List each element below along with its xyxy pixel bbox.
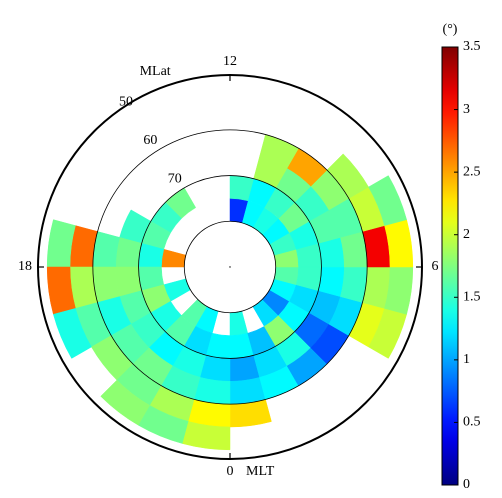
grid-circle [138, 175, 322, 359]
colorbar-tick-label: 3 [463, 102, 470, 117]
r-tick-label: 70 [168, 172, 182, 187]
colorbar-tick-label: 2.5 [463, 164, 481, 179]
inner-circle [183, 220, 277, 314]
heatmap-cell [340, 231, 368, 268]
r-tick-label: 60 [143, 133, 157, 148]
colorbar [441, 46, 459, 486]
heatmap-cell [92, 231, 120, 268]
theta-tick-label: 6 [432, 259, 439, 274]
heatmap-cell [53, 308, 92, 359]
theta-tick-label: 0 [227, 464, 234, 479]
grid-circle [92, 129, 368, 405]
colorbar-label: (°) [443, 22, 458, 37]
heatmap-cell [229, 377, 266, 405]
colorbar-tick-label: 0.5 [463, 415, 481, 430]
heatmap-cell [161, 248, 187, 268]
colorbar-tick-label: 1 [463, 352, 470, 367]
colorbar-tick-label: 3.5 [463, 39, 481, 54]
r-tick-label: 50 [119, 94, 133, 109]
theta-tick-label: 12 [223, 54, 237, 69]
colorbar-tick-label: 2 [463, 227, 470, 242]
theta-axis-label: MLT [246, 464, 275, 479]
r-axis-label: MLat [140, 64, 171, 79]
heatmap-cell [229, 310, 249, 336]
heatmap-cell [194, 377, 231, 405]
heatmap-cell [92, 266, 120, 303]
colorbar-tick-label: 0 [463, 477, 470, 492]
center-dot [229, 266, 231, 268]
heatmap-cell [340, 266, 368, 303]
heatmap-cell [368, 175, 407, 226]
heatmap-cell [182, 421, 231, 451]
colorbar-tick-label: 1.5 [463, 290, 481, 305]
theta-tick-label: 18 [18, 259, 32, 274]
